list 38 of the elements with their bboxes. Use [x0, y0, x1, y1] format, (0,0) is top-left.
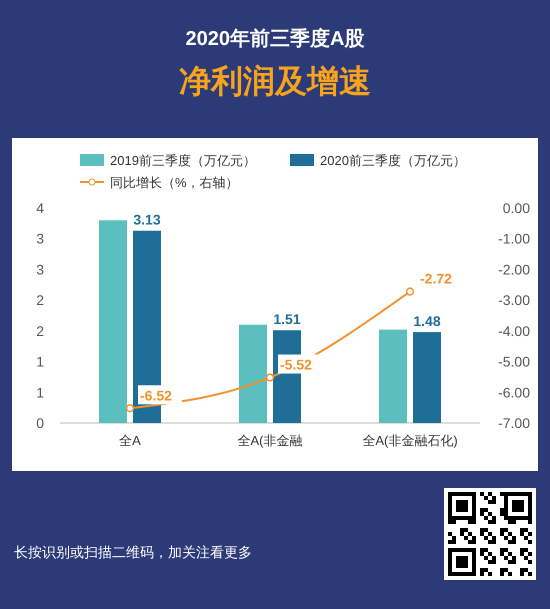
y2-tick-label: -6.00 [498, 384, 530, 400]
point [126, 404, 134, 412]
x-tick-label: 全A(非金融 [238, 433, 302, 448]
y-tick-label: 2 [36, 322, 44, 339]
data-label: -6.52 [140, 387, 172, 404]
x-tick-label: 全A [119, 433, 142, 448]
legend-label: 2020前三季度（万亿元） [320, 153, 466, 168]
y-tick-label: 3 [36, 261, 44, 278]
legend-label: 2019前三季度（万亿元） [110, 153, 256, 168]
data-label: -2.72 [420, 270, 452, 287]
y-tick-label: 1 [36, 354, 44, 370]
data-label: 1.51 [273, 311, 301, 328]
bar [239, 324, 267, 423]
data-label: 1.48 [413, 313, 441, 330]
y2-tick-label: -7.00 [498, 415, 530, 431]
y-tick-label: 4 [36, 200, 44, 216]
y-tick-label: 2 [36, 292, 44, 308]
y-tick-label: 3 [36, 230, 44, 247]
y2-tick-label: -5.00 [498, 354, 530, 370]
data-label: 3.13 [133, 212, 161, 228]
y2-tick-label: 0.00 [502, 200, 530, 216]
y2-tick-label: -4.00 [498, 322, 530, 339]
bar [379, 330, 407, 423]
bar [99, 220, 127, 423]
y2-tick-label: -1.00 [498, 230, 530, 247]
chart-subtitle: 净利润及增速 [179, 63, 371, 99]
y2-tick-label: -3.00 [498, 292, 530, 308]
text: 长按识别或扫描二维码，加关注看更多 [14, 544, 252, 560]
x-tick-label: 全A(非金融石化) [362, 433, 458, 448]
y2-tick-label: -2.00 [498, 261, 530, 278]
data-label: -5.52 [280, 356, 312, 373]
bar [413, 332, 441, 423]
y-tick-label: 1 [36, 384, 44, 400]
point [406, 287, 414, 296]
y-tick-label: 0 [36, 415, 44, 431]
point [266, 373, 274, 382]
legend-label: 同比增长（%，右轴） [110, 175, 239, 190]
chart-title: 2020年前三季度A股 [186, 27, 366, 50]
